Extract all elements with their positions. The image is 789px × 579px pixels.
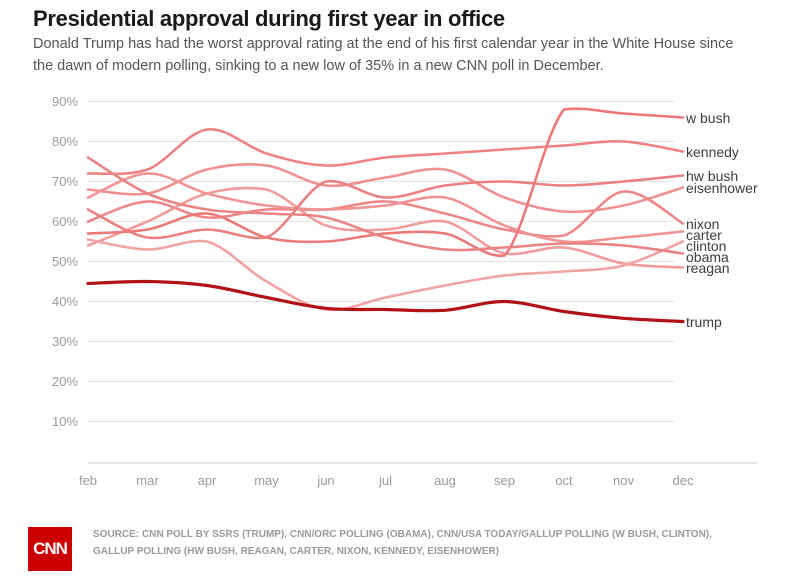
y-axis-tick-60: 60% — [51, 213, 78, 229]
y-axis-tick-70: 70% — [51, 173, 78, 189]
y-axis-tick-20: 20% — [51, 373, 78, 389]
series-line-obama — [86, 156, 685, 255]
series-line-nixon — [86, 190, 685, 238]
y-axis-tick-80: 80% — [51, 133, 78, 149]
series-label-w-bush: w bush — [686, 109, 731, 126]
x-axis-tick-jul: jul — [378, 473, 392, 488]
y-axis-tick-50: 50% — [51, 253, 78, 269]
series-line-trump — [86, 279, 685, 324]
source-text: SOURCE: CNN POLL BY SSRS (TRUMP), CNN/OR… — [93, 529, 712, 557]
y-axis-tick-10: 10% — [51, 413, 78, 429]
series-label-trump: trump — [686, 313, 722, 330]
x-axis-tick-mar: mar — [136, 473, 159, 488]
series-label-eisenhower: eisenhower — [686, 179, 758, 196]
series-label-clinton: clinton — [686, 237, 727, 254]
x-axis-tick-aug: aug — [434, 473, 456, 488]
series-line-eisenhower — [86, 163, 685, 214]
series-line-hw-bush — [86, 174, 685, 240]
x-axis-tick-apr: apr — [197, 473, 217, 488]
x-axis-tick-sep: sep — [494, 473, 515, 488]
x-axis-tick-jun: jun — [317, 473, 335, 488]
series-line-carter — [86, 172, 685, 244]
series-label-obama: obama — [686, 248, 729, 265]
page-subtitle: Donald Trump has had the worst approval … — [33, 36, 734, 74]
y-axis-tick-30: 30% — [51, 333, 78, 349]
y-axis-tick-90: 90% — [51, 93, 78, 109]
x-axis-tick-dec: dec — [672, 473, 694, 488]
series-label-kennedy: kennedy — [686, 143, 739, 160]
series-line-clinton — [86, 238, 685, 312]
series-line-reagan — [86, 186, 685, 269]
series-label-nixon: nixon — [686, 215, 720, 232]
page-title: Presidential approval during first year … — [33, 6, 505, 31]
x-axis-tick-oct: oct — [555, 473, 573, 488]
series-line-w-bush — [86, 107, 685, 257]
y-axis-tick-40: 40% — [51, 293, 78, 309]
x-axis-tick-nov: nov — [613, 473, 634, 488]
x-axis-tick-feb: feb — [78, 473, 98, 488]
cnn-logo: CNN — [28, 527, 72, 571]
x-axis-tick-may: may — [254, 473, 279, 488]
series-label-reagan: reagan — [686, 259, 730, 276]
series-line-kennedy — [86, 128, 685, 176]
series-label-hw-bush: hw bush — [686, 167, 739, 184]
series-label-carter: carter — [686, 226, 722, 243]
